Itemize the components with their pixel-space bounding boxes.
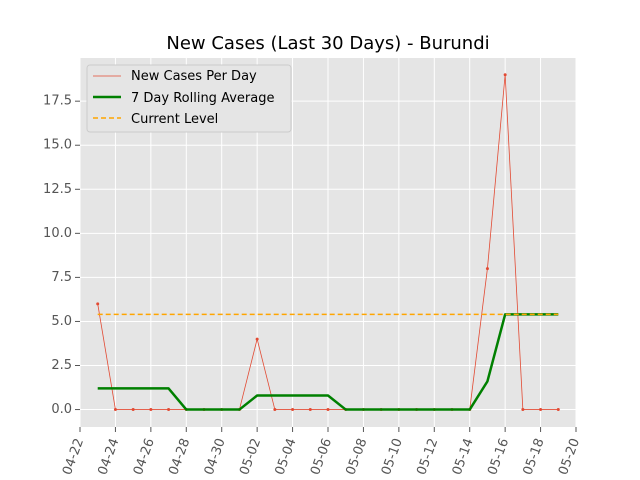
series-layer [96,73,560,412]
legend-label-current-level: Current Level [131,112,218,127]
new-cases-point [503,73,507,77]
new-cases-point [539,408,543,412]
new-cases-point [113,408,117,412]
x-tick-label: 05-12 [414,436,441,477]
legend: New Cases Per Day 7 Day Rolling Average … [86,64,292,133]
legend-label-new-cases: New Cases Per Day [131,69,257,84]
x-tick-label: 05-20 [556,436,583,477]
x-tick-label: 05-08 [343,436,370,477]
y-tick-label: 0.0 [51,402,72,417]
y-tick-label: 5.0 [51,314,72,329]
y-tick-label: 17.5 [43,94,72,109]
new-cases-point [131,408,135,412]
y-tick-label: 2.5 [51,358,72,373]
legend-label-rolling-average: 7 Day Rolling Average [131,91,274,106]
series-rolling-average [97,313,559,411]
x-tick-label: 04-26 [131,436,158,477]
x-axis: 04-22 04-24 04-26 04-28 04-30 05-02 05-04 05-06… [60,427,583,477]
new-cases-point [273,408,277,412]
legend-box [86,64,292,133]
new-cases-point [167,408,171,412]
y-tick-label: 12.5 [43,182,72,197]
y-axis: 0.0 2.5 5.0 7.5 10.0 12.5 15.0 17.5 [43,94,80,417]
x-tick-label: 04-24 [95,436,122,477]
x-tick-label: 05-06 [308,436,335,477]
chart-title: New Cases (Last 30 Days) - Burundi [166,33,489,54]
y-tick-label: 10.0 [43,226,72,241]
x-tick-label: 04-28 [166,436,193,477]
new-cases-point [485,267,489,271]
new-cases-point [291,408,295,412]
x-tick-label: 05-14 [450,436,477,477]
new-cases-point [96,302,100,306]
x-tick-label: 04-30 [202,436,229,477]
y-tick-label: 7.5 [51,270,72,285]
y-tick-label: 15.0 [43,138,72,153]
x-tick-label: 05-10 [379,436,406,477]
new-cases-point [255,337,259,341]
new-cases-point [149,408,153,412]
x-tick-label: 05-02 [237,436,264,477]
x-tick-label: 05-16 [485,436,512,477]
new-cases-point [556,408,560,412]
x-tick-label: 04-22 [60,436,87,477]
new-cases-point [326,408,330,412]
x-tick-label: 05-18 [521,436,548,477]
x-tick-label: 05-04 [273,436,300,477]
new-cases-point [308,408,312,412]
new-cases-point [521,408,525,412]
